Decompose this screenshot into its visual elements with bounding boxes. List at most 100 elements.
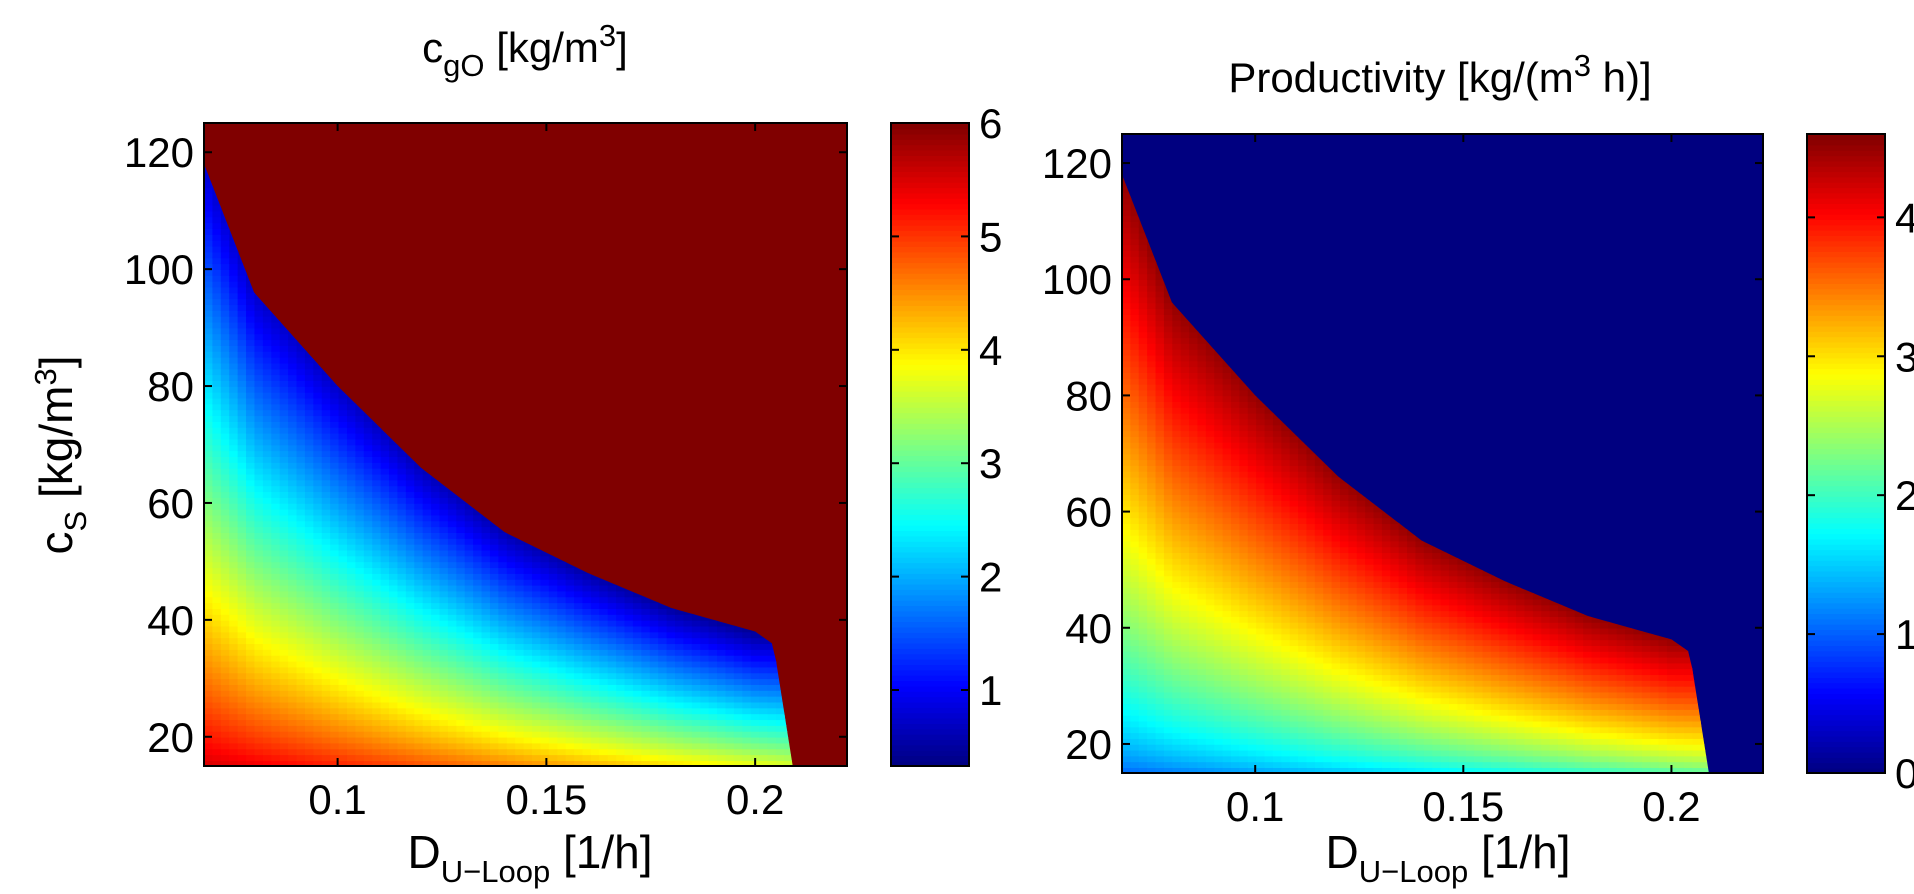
heatmap-cell <box>1138 273 1148 281</box>
heatmap-cell <box>338 730 348 738</box>
heatmap-cell <box>288 608 298 615</box>
heatmap-cell <box>204 403 214 411</box>
heatmap-cell <box>254 438 264 446</box>
heatmap-cell <box>262 502 273 510</box>
heatmap-cell <box>313 596 323 604</box>
heatmap-cell <box>1205 366 1216 373</box>
heatmap-cell <box>1189 499 1199 507</box>
heatmap-cell <box>1214 418 1224 426</box>
heatmap-cell <box>1214 755 1224 763</box>
heatmap-cell <box>666 730 676 738</box>
heatmap-cell <box>422 713 432 721</box>
heatmap-cell <box>1147 285 1157 292</box>
heatmap-cell <box>759 684 769 691</box>
heatmap-cell <box>1130 604 1140 612</box>
heatmap-cell <box>254 561 264 569</box>
heatmap-cell <box>1214 598 1224 606</box>
heatmap-cell <box>220 216 231 224</box>
heatmap-cell <box>683 684 693 691</box>
heatmap-cell <box>380 654 390 662</box>
heatmap-cell <box>658 625 668 633</box>
heatmap-cell <box>1172 755 1182 763</box>
heatmap-cell <box>632 754 643 761</box>
heatmap-cell <box>540 748 550 756</box>
heatmap-cell <box>346 397 357 405</box>
heatmap-cell <box>439 608 449 615</box>
heatmap-cell <box>624 631 634 639</box>
heatmap-cell <box>582 590 592 598</box>
heatmap-cell <box>775 736 786 744</box>
colorbar-segment <box>891 739 969 746</box>
heatmap-cell <box>674 742 685 750</box>
heatmap-cell <box>414 660 424 668</box>
heatmap-cell <box>1163 633 1174 641</box>
heatmap-cell <box>1138 476 1148 484</box>
heatmap-cell <box>313 660 323 668</box>
heatmap-cell <box>1155 587 1165 594</box>
heatmap-cell <box>1130 354 1140 362</box>
heatmap-cell <box>548 707 559 715</box>
heatmap-cell <box>607 730 617 738</box>
heatmap-cell <box>296 719 306 726</box>
heatmap-cell <box>1147 343 1157 350</box>
heatmap-cell <box>204 298 214 306</box>
heatmap-cell <box>1197 610 1207 617</box>
heatmap-cell <box>313 543 323 551</box>
heatmap-cell <box>220 310 231 317</box>
heatmap-cell <box>775 748 786 756</box>
heatmap-cell <box>296 573 306 580</box>
heatmap-cell <box>1256 738 1266 745</box>
heatmap-cell <box>313 625 323 633</box>
heatmap-cell <box>1197 488 1207 495</box>
heatmap-cell <box>212 280 222 288</box>
heatmap-cell <box>1180 319 1190 327</box>
heatmap-cell <box>204 397 214 405</box>
heatmap-cell <box>1197 348 1207 356</box>
heatmap-cell <box>641 660 651 668</box>
heatmap-cell <box>1205 755 1216 763</box>
heatmap-cell <box>498 538 508 545</box>
heatmap-cell <box>1172 360 1182 368</box>
heatmap-cell <box>246 421 256 428</box>
heatmap-cell <box>473 643 483 650</box>
heatmap-cell <box>246 567 256 574</box>
heatmap-cell <box>246 625 256 633</box>
y-tick-label: 120 <box>124 129 194 176</box>
heatmap-cell <box>405 590 416 598</box>
heatmap-cell <box>279 444 289 452</box>
heatmap-cell <box>1155 482 1165 490</box>
heatmap-cell <box>742 719 752 726</box>
heatmap-cell <box>1189 488 1199 495</box>
heatmap-cell <box>346 690 357 697</box>
heatmap-cell <box>599 701 609 709</box>
heatmap-cell <box>246 672 256 680</box>
heatmap-cell <box>296 654 306 662</box>
heatmap-cell <box>590 578 601 586</box>
heatmap-cell <box>1222 436 1232 443</box>
heatmap-cell <box>355 684 365 691</box>
heatmap-cell <box>279 532 289 539</box>
heatmap-cell <box>212 672 222 680</box>
heatmap-cell <box>431 690 441 697</box>
heatmap-cell <box>262 526 273 533</box>
heatmap-cell <box>532 713 542 721</box>
heatmap-cell <box>1214 407 1224 414</box>
heatmap-cell <box>557 719 567 726</box>
heatmap-cell <box>565 736 575 744</box>
heatmap-cell <box>456 602 466 609</box>
heatmap-cell <box>574 631 584 639</box>
heatmap-cell <box>380 707 390 715</box>
heatmap-cell <box>1163 714 1174 722</box>
heatmap-cell <box>422 672 432 680</box>
heatmap-cell <box>464 549 474 557</box>
heatmap-cell <box>330 672 340 680</box>
heatmap-cell <box>1138 447 1148 455</box>
heatmap-cell <box>607 602 617 609</box>
heatmap-cell <box>632 631 643 639</box>
heatmap-cell <box>330 701 340 709</box>
heatmap-cell <box>691 719 702 726</box>
heatmap-cell <box>582 684 592 691</box>
heatmap-cell <box>220 462 231 469</box>
heatmap-cell <box>1180 761 1190 768</box>
heatmap-cell <box>220 625 231 633</box>
